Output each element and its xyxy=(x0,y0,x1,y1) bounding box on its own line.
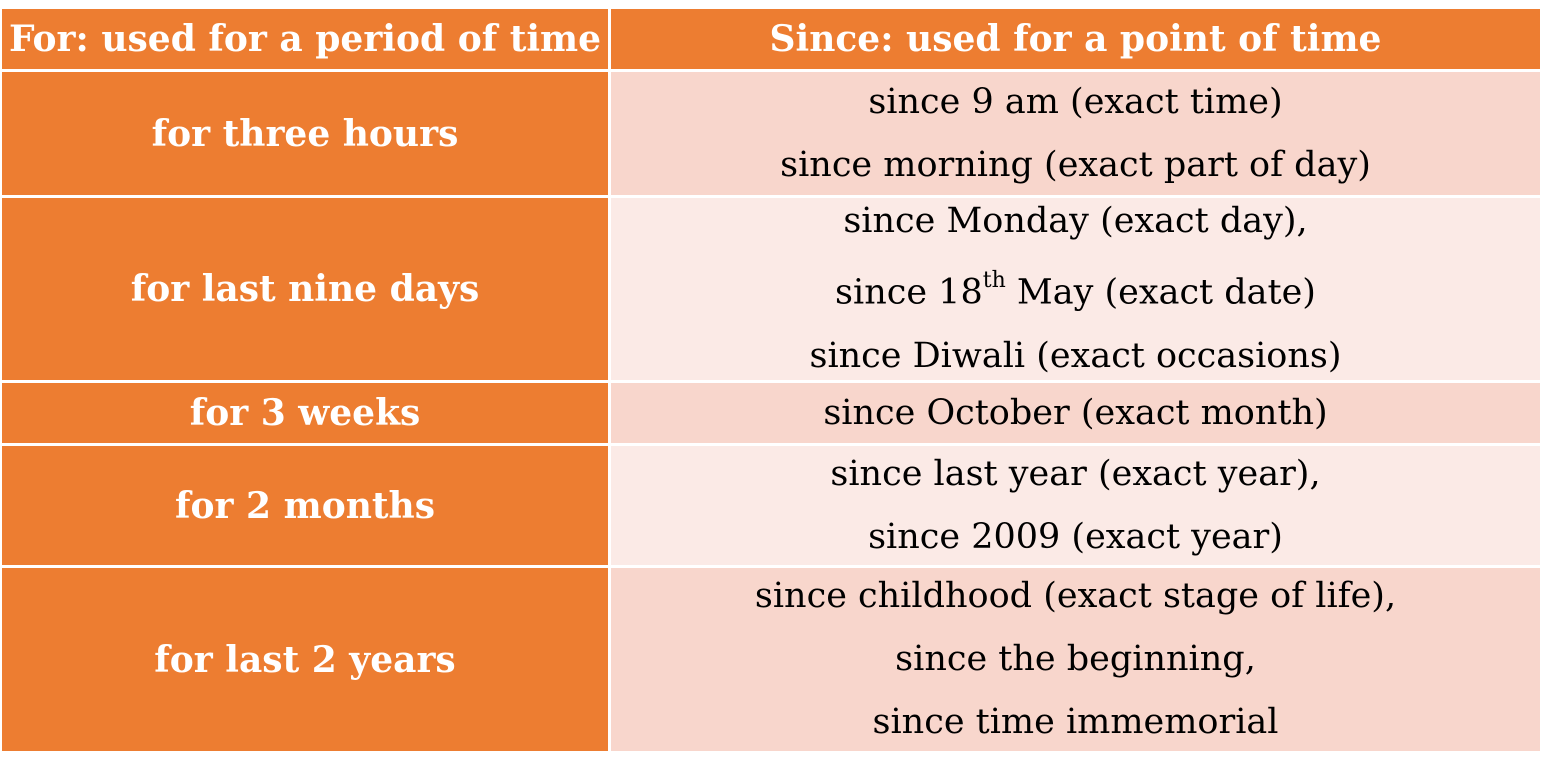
since-cell: since Monday (exact day), since 18th May… xyxy=(611,198,1540,380)
since-line: since Diwali (exact occasions) xyxy=(809,335,1342,376)
header-for: For: used for a period of time xyxy=(2,9,608,69)
table-row: for 2 months since last year (exact year… xyxy=(2,446,1540,565)
since-line-date: since 18th May (exact date) xyxy=(835,253,1316,325)
since-line: since 9 am (exact time) xyxy=(868,81,1283,122)
for-since-table: For: used for a period of time Since: us… xyxy=(2,9,1540,754)
for-cell: for 3 weeks xyxy=(2,383,608,443)
since-line: since time immemorial xyxy=(872,702,1279,742)
ordinal-suffix: th xyxy=(982,268,1006,294)
since-cell: since October (exact month) xyxy=(611,383,1540,443)
since-date-prefix: since 18 xyxy=(835,272,983,313)
table-row: for three hours since 9 am (exact time) … xyxy=(2,72,1540,195)
since-line: since 2009 (exact year) xyxy=(868,516,1283,557)
since-line: since last year (exact year), xyxy=(830,453,1321,494)
header-since: Since: used for a point of time xyxy=(611,9,1540,69)
since-line: since October (exact month) xyxy=(823,392,1328,433)
since-date-suffix: May (exact date) xyxy=(1005,272,1316,313)
for-cell: for last 2 years xyxy=(2,568,608,751)
since-line: since the beginning, xyxy=(895,639,1256,679)
table-header-row: For: used for a period of time Since: us… xyxy=(2,9,1540,69)
since-line: since morning (exact part of day) xyxy=(780,144,1371,185)
for-cell: for 2 months xyxy=(2,446,608,565)
since-line: since childhood (exact stage of life), xyxy=(754,576,1397,616)
since-cell: since last year (exact year), since 2009… xyxy=(611,446,1540,565)
since-cell: since 9 am (exact time) since morning (e… xyxy=(611,72,1540,195)
table-row: for 3 weeks since October (exact month) xyxy=(2,383,1540,443)
since-cell: since childhood (exact stage of life), s… xyxy=(611,568,1540,751)
table-row: for last nine days since Monday (exact d… xyxy=(2,198,1540,380)
for-cell: for last nine days xyxy=(2,198,608,380)
for-cell: for three hours xyxy=(2,72,608,195)
since-line: since Monday (exact day), xyxy=(843,201,1308,242)
table-row: for last 2 years since childhood (exact … xyxy=(2,568,1540,751)
